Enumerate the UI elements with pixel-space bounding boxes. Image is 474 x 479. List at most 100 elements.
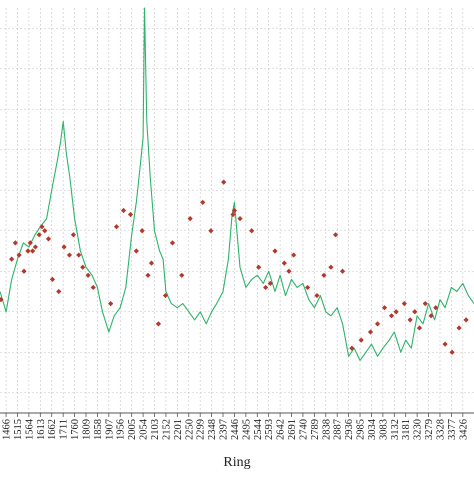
data-point-marker (200, 199, 206, 205)
data-point-marker (45, 236, 52, 242)
x-tick-label: 1809 (82, 419, 93, 440)
data-point-marker (321, 272, 327, 278)
data-point-marker (187, 216, 193, 222)
x-tick-label: 3083 (378, 419, 389, 440)
data-point-marker (113, 224, 120, 230)
marker-layer (0, 179, 469, 355)
data-point-marker (148, 260, 155, 266)
data-point-marker (76, 252, 82, 258)
x-tick-label: 2495 (241, 419, 252, 440)
x-tick-label: 2397 (219, 419, 230, 440)
data-point-marker (39, 224, 45, 230)
data-point-marker (249, 228, 255, 234)
data-point-marker (127, 211, 134, 218)
data-point-marker (367, 329, 374, 335)
data-point-marker (9, 256, 15, 262)
grid-lines (0, 8, 474, 413)
data-point-marker (25, 248, 31, 254)
data-point-marker (286, 268, 292, 274)
data-point-marker (314, 292, 320, 299)
series-layer (0, 7, 474, 361)
data-point-marker (407, 317, 413, 323)
data-point-marker (61, 244, 67, 250)
data-point-marker (56, 288, 62, 295)
data-point-marker (66, 252, 73, 258)
x-tick-label: 1956 (116, 419, 127, 440)
data-point-marker (349, 345, 355, 351)
x-tick-label: 2054 (139, 418, 150, 440)
data-point-marker (339, 268, 346, 274)
data-point-marker (27, 240, 33, 246)
data-point-marker (49, 276, 56, 282)
x-tick-label: 3328 (436, 419, 447, 440)
data-point-marker (422, 301, 428, 307)
data-point-marker (412, 309, 418, 315)
x-tick-label: 2544 (253, 418, 264, 440)
x-tick-label: 2005 (127, 419, 138, 440)
data-point-marker (179, 272, 185, 278)
x-tick-label: 2985 (356, 419, 367, 440)
data-point-marker (332, 232, 339, 238)
x-tick-label: 2201 (173, 419, 184, 440)
data-point-marker (237, 216, 243, 222)
x-tick-label: 1564 (24, 418, 35, 440)
data-point-marker (449, 349, 455, 355)
data-point-marker (381, 305, 388, 311)
x-tick-label: 1711 (59, 419, 70, 440)
x-tick-label: 2152 (161, 419, 172, 440)
x-tick-label: 1466 (2, 419, 13, 440)
x-tick-label: 2740 (298, 419, 309, 440)
data-point-marker (85, 272, 91, 278)
data-point-marker (388, 313, 395, 319)
data-point-marker (169, 240, 176, 246)
data-point-marker (70, 232, 77, 238)
data-point-marker (16, 252, 22, 258)
x-tick-label: 2593 (264, 419, 275, 440)
data-point-marker (428, 313, 434, 319)
x-tick-label: 2348 (207, 419, 218, 440)
x-tick-label: 2936 (344, 419, 355, 440)
data-point-marker (139, 228, 145, 234)
data-point-marker (155, 321, 162, 327)
data-point-marker (80, 264, 86, 270)
x-tick-label: 2642 (276, 419, 287, 440)
x-tick-label: 2691 (287, 419, 298, 440)
x-tick-label: 3230 (413, 419, 424, 440)
x-tick-label: 1613 (36, 419, 47, 440)
x-tick-label: 3132 (390, 419, 401, 440)
data-point-marker (208, 228, 214, 234)
data-point-marker (90, 284, 96, 291)
series-line (0, 7, 474, 361)
data-point-marker (32, 244, 39, 250)
x-tick-label: 2103 (150, 419, 161, 440)
x-tick-label: 3377 (447, 419, 458, 440)
data-point-marker (21, 268, 27, 274)
data-point-marker (12, 240, 18, 246)
x-tick-label: 2299 (196, 419, 207, 440)
data-point-marker (433, 305, 439, 311)
x-tick-label: 1760 (70, 419, 81, 440)
data-point-marker (416, 325, 423, 331)
x-tick-label: 3181 (401, 419, 412, 440)
data-point-marker (230, 211, 236, 218)
data-point-marker (231, 207, 238, 214)
data-point-marker (120, 207, 127, 214)
x-tick-label: 1515 (13, 419, 24, 440)
x-tick-label: 1858 (93, 419, 104, 440)
data-point-marker (36, 232, 42, 238)
data-point-marker (328, 264, 334, 270)
data-point-marker (393, 309, 399, 315)
x-axis-label: Ring (223, 455, 250, 470)
data-point-marker (463, 317, 469, 323)
data-point-marker (358, 337, 364, 343)
data-point-marker (263, 284, 269, 291)
data-point-marker (305, 284, 311, 291)
x-tick-label: 1907 (104, 419, 115, 440)
data-point-marker (221, 179, 227, 185)
x-tick-label: 2250 (184, 419, 195, 440)
data-point-marker (281, 260, 287, 266)
data-point-marker (442, 341, 448, 347)
data-point-marker (162, 292, 169, 299)
